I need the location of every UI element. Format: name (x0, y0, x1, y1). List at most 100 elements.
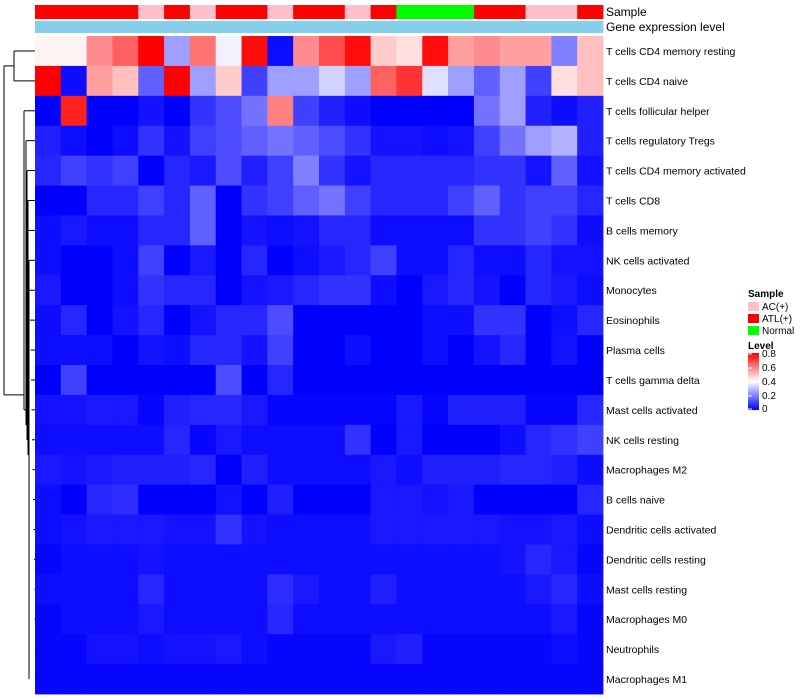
heatmap-cell (499, 245, 526, 276)
heatmap-cell (164, 544, 191, 575)
heatmap-cell (319, 245, 346, 276)
heatmap-cell (525, 514, 552, 545)
heatmap-cell (86, 514, 113, 545)
heatmap-cell (577, 544, 604, 575)
heatmap-cell (577, 245, 604, 276)
heatmap-cell (448, 514, 475, 545)
heatmap-cell (499, 514, 526, 545)
heatmap-cell (215, 634, 242, 665)
row-label: Mast cells resting (606, 584, 687, 596)
heatmap-cell (577, 215, 604, 246)
heatmap-cell (344, 604, 372, 635)
gene-annotation-cell (448, 21, 475, 33)
gene-annotation-cell (499, 21, 526, 33)
heatmap-cell (60, 365, 88, 396)
heatmap-cell (112, 424, 139, 456)
heatmap-cell (138, 365, 165, 396)
heatmap-cell (370, 185, 397, 216)
heatmap-cell (319, 574, 346, 605)
heatmap-cell (551, 275, 578, 306)
heatmap-cell (112, 394, 139, 426)
heatmap-cell (396, 484, 423, 515)
heatmap-cell (267, 454, 294, 486)
heatmap-cell (215, 335, 242, 366)
heatmap-cell (499, 185, 526, 216)
row-label: B cells memory (606, 225, 679, 237)
heatmap-cell (396, 215, 423, 246)
heatmap-cell (319, 484, 346, 515)
heatmap-cell (86, 275, 113, 306)
heatmap-cell (164, 484, 191, 515)
sample-annotation-cell (551, 5, 578, 19)
heatmap-cell (370, 65, 397, 97)
level-tick-0.8: 0.8 (762, 349, 776, 360)
heatmap-cell (293, 245, 320, 276)
gene-annotation-cell (267, 21, 294, 33)
heatmap-cell (370, 215, 397, 246)
heatmap-cell (577, 424, 604, 456)
heatmap-cell (525, 664, 552, 695)
gene-annotation-cell (396, 21, 423, 33)
heatmap-cell (164, 245, 191, 276)
heatmap-cell (215, 36, 242, 67)
heatmap-cell (344, 394, 372, 426)
heatmap-cell (473, 514, 501, 545)
heatmap-cell (138, 454, 165, 486)
heatmap-cell (138, 544, 165, 575)
heatmap-cell (189, 514, 217, 545)
heatmap-cell (319, 335, 346, 366)
heatmap-cell (215, 484, 242, 515)
heatmap-cell (525, 275, 552, 306)
heatmap-cell (577, 36, 604, 67)
row-label: NK cells activated (606, 255, 690, 267)
heatmap-cell (241, 664, 268, 695)
heatmap-cell (577, 95, 604, 127)
heatmap-cell (577, 305, 604, 336)
heatmap-cell (551, 335, 578, 366)
heatmap-cell (60, 215, 88, 246)
heatmap-cell (448, 634, 475, 665)
heatmap-cell (215, 185, 242, 216)
heatmap-cell (293, 514, 320, 545)
gene-annotation-cell (551, 21, 578, 33)
heatmap-cell (499, 634, 526, 665)
heatmap-cell (344, 215, 372, 246)
heatmap-cell (60, 65, 88, 97)
heatmap-cell (370, 305, 397, 336)
heatmap-cell (422, 215, 449, 246)
heatmap-cell (396, 514, 423, 545)
heatmap-cell (138, 245, 165, 276)
heatmap-cell (267, 36, 294, 67)
heatmap-cell (241, 36, 268, 67)
heatmap-cell (396, 424, 423, 456)
heatmap-cell (60, 125, 88, 157)
heatmap-cell (473, 36, 501, 67)
heatmap-cell (241, 275, 268, 306)
heatmap-cell (112, 185, 139, 216)
row-label: Mast cells activated (606, 405, 698, 417)
heatmap-cell (551, 305, 578, 336)
heatmap-cell (396, 245, 423, 276)
heatmap-cell (448, 484, 475, 515)
heatmap-cell (344, 95, 372, 127)
sample-annotation-cell (215, 5, 242, 19)
heatmap-cell (267, 65, 294, 97)
heatmap-cell (319, 155, 346, 186)
heatmap-cell (293, 424, 320, 456)
heatmap-cell (422, 634, 449, 665)
gene-annotation-cell (112, 21, 139, 33)
heatmap-cell (344, 335, 372, 366)
heatmap-cell (525, 155, 552, 186)
heatmap-cell (319, 95, 346, 127)
heatmap-cell (319, 514, 346, 545)
heatmap-cell (370, 424, 397, 456)
heatmap-cell (241, 574, 268, 605)
heatmap-cell (293, 394, 320, 426)
heatmap-cell (267, 185, 294, 216)
heatmap-cell (293, 634, 320, 665)
heatmap-cell (241, 155, 268, 186)
heatmap-cell (241, 634, 268, 665)
heatmap-cell (344, 544, 372, 575)
heatmap-cell (344, 275, 372, 306)
heatmap-cell (525, 634, 552, 665)
